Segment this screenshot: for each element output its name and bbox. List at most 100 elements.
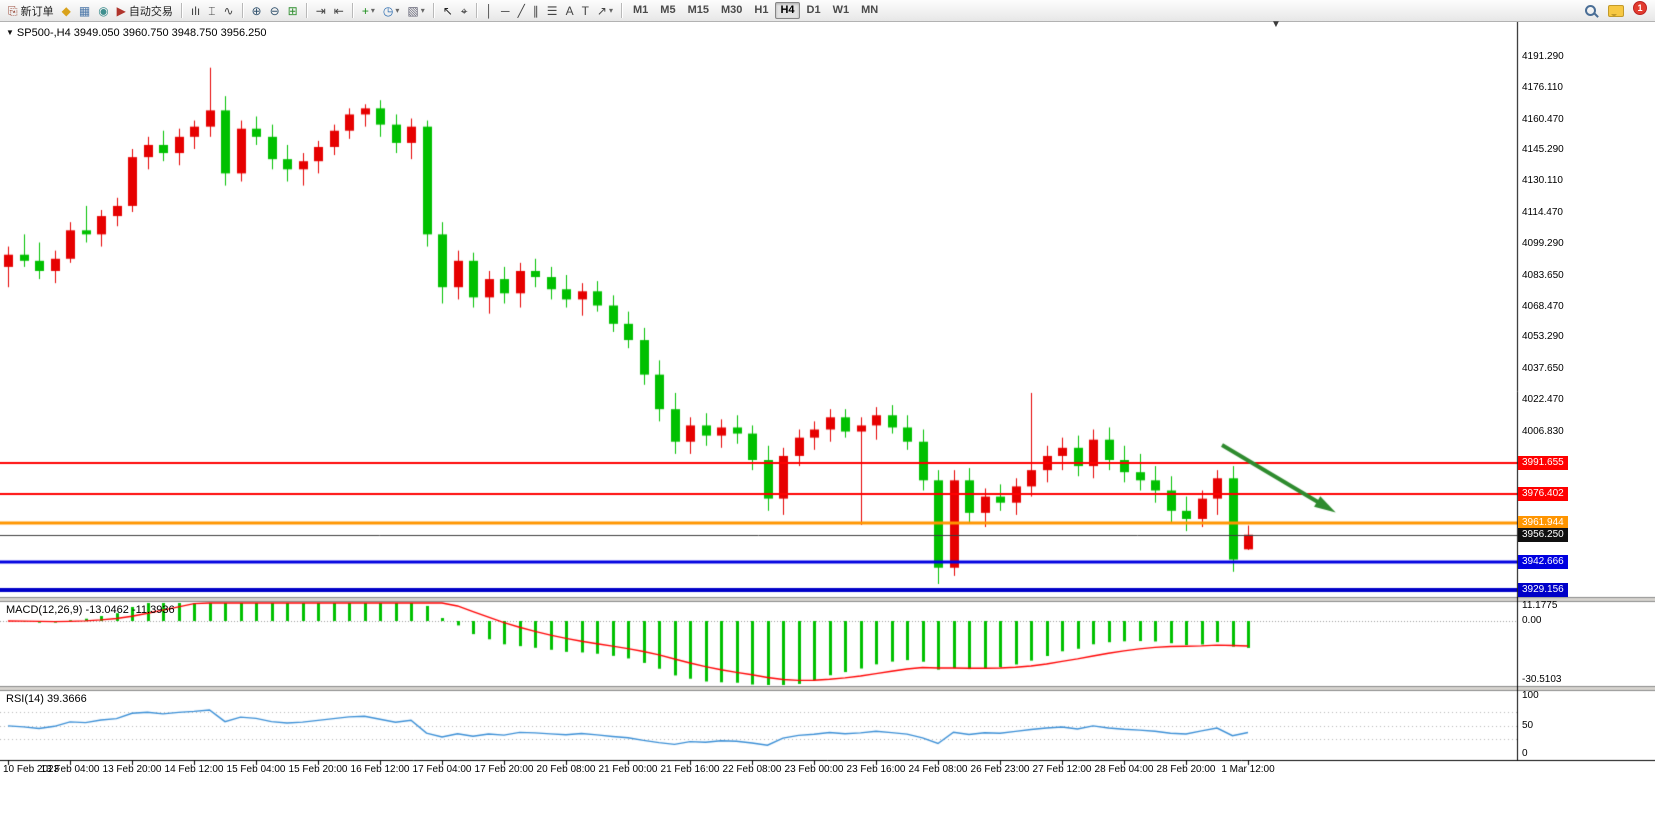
auto-scroll-icon: ⇥ — [315, 3, 326, 18]
toolbar-separator — [305, 3, 308, 18]
time-axis-label: 13 Feb 04:00 — [40, 764, 100, 775]
zoom-in-button[interactable]: ⊕ — [249, 2, 265, 20]
price-axis-label: 4083.650 — [1522, 269, 1564, 281]
time-axis-label: 28 Feb 04:00 — [1094, 764, 1154, 775]
crosshair-button[interactable]: ⌖ — [458, 2, 471, 20]
toolbar-separator — [351, 3, 354, 18]
tile-windows-button[interactable]: ⊞ — [285, 2, 301, 20]
indicators-button[interactable]: + ▾ — [359, 2, 378, 20]
rsi-axis-label: 50 — [1522, 719, 1534, 731]
zoom-out-button[interactable]: ⊖ — [267, 2, 283, 20]
autotrading-button-label: 自动交易 — [128, 5, 173, 18]
rsi-axis-label: 0 — [1522, 748, 1528, 759]
line-chart-button[interactable]: ∿ — [220, 2, 236, 20]
price-axis-label: 4006.830 — [1522, 425, 1564, 437]
search-icon[interactable] — [1584, 4, 1599, 19]
time-axis-label: 23 Feb 16:00 — [846, 764, 906, 775]
timeframe-m30-button[interactable]: M30 — [720, 4, 743, 16]
dropdown-caret-icon: ▾ — [420, 6, 425, 15]
text-button[interactable]: A — [563, 2, 577, 20]
time-axis-label: 16 Feb 12:00 — [350, 764, 410, 775]
time-axis-label: 21 Feb 16:00 — [660, 764, 720, 775]
timeframe-m15-button[interactable]: M15 — [687, 4, 709, 16]
fibonacci-icon: ☰ — [546, 3, 558, 18]
time-axis-label: 13 Feb 20:00 — [102, 764, 162, 775]
channel-button[interactable]: ∥ — [530, 2, 542, 20]
price-axis-label: 4145.290 — [1522, 144, 1564, 156]
new-order-button-label: 新订单 — [20, 5, 54, 18]
price-line-tag: 3976.402 — [1518, 486, 1568, 501]
toolbar-separator — [475, 3, 478, 18]
community-button[interactable]: ◉ — [95, 2, 111, 20]
bar-chart-icon: ılı — [190, 3, 201, 18]
toolbar-right: 1 — [1584, 0, 1647, 22]
horizontal-line-icon: ─ — [501, 3, 510, 18]
market-watch-button[interactable]: ▦ — [76, 2, 93, 20]
text-label-button[interactable]: T — [579, 2, 592, 20]
crosshair-icon: ⌖ — [460, 3, 468, 18]
zoom-out-icon: ⊖ — [269, 3, 280, 18]
time-axis-label: 21 Feb 00:00 — [598, 764, 658, 775]
periods-button[interactable]: ◷ ▾ — [380, 2, 403, 20]
chat-icon[interactable] — [1608, 5, 1624, 17]
timeframe-h1-button[interactable]: H1 — [754, 4, 769, 16]
dropdown-caret-icon: ▾ — [608, 6, 613, 15]
price-line-tag: 3961.944 — [1518, 516, 1568, 531]
macd-axis-label: 0.00 — [1522, 615, 1542, 626]
new-order-button[interactable]: ⎘ 新订单 — [5, 2, 57, 20]
timeframe-d1-button[interactable]: D1 — [806, 4, 821, 16]
toolbar-separator — [180, 3, 183, 18]
trendline-button[interactable]: ╱ — [515, 2, 528, 20]
metaeditor-button[interactable]: ◆ — [59, 2, 74, 20]
timeframe-h4-button[interactable]: H4 — [775, 2, 800, 19]
price-axis-label: 4022.470 — [1522, 394, 1564, 406]
macd-header: MACD(12,26,9) -13.0462 -11.3936 — [6, 604, 175, 616]
timeframe-mn-button[interactable]: MN — [861, 4, 879, 16]
toolbar: ⎘ 新订单 ◆ ▦ ◉ ▶ 自动交易 ılı ⌶ ∿ ⊕ ⊖ ⊞ ⇥ ⇤ + ▾ ◷ ▾ ▧ ▾ ↖ ⌖ │ ─ ╱ ∥ ☰ A T ↗ ▾ M… — [0, 0, 1655, 22]
chart-canvas[interactable] — [0, 22, 1655, 826]
time-axis-label: 24 Feb 08:00 — [908, 764, 968, 775]
periods-icon: ◷ — [382, 3, 394, 18]
timeframe-m1-button[interactable]: M1 — [633, 4, 649, 16]
text-icon: A — [565, 3, 574, 18]
templates-icon: ▧ — [407, 3, 419, 18]
vertical-line-button[interactable]: │ — [483, 2, 497, 20]
tile-windows-icon: ⊞ — [287, 3, 298, 18]
rsi-header: RSI(14) 39.3666 — [6, 693, 87, 705]
bar-chart-button[interactable]: ılı — [188, 2, 203, 20]
time-axis-label: 27 Feb 12:00 — [1032, 764, 1092, 775]
time-axis-label: 15 Feb 04:00 — [226, 764, 286, 775]
arrows-button[interactable]: ↗ ▾ — [594, 2, 616, 20]
price-axis-label: 4160.470 — [1522, 113, 1564, 125]
price-axis-label: 4176.110 — [1522, 81, 1563, 93]
candlestick-chart-button[interactable]: ⌶ — [205, 2, 218, 20]
zoom-in-icon: ⊕ — [251, 3, 262, 18]
time-axis-label: 23 Feb 00:00 — [784, 764, 844, 775]
toolbar-separator — [241, 3, 244, 18]
price-axis-label: 4053.290 — [1522, 331, 1564, 343]
rsi-axis-label: 100 — [1522, 690, 1539, 701]
cursor-button[interactable]: ↖ — [440, 2, 456, 20]
chart-shift-marker-icon[interactable]: ▼ — [1271, 19, 1281, 30]
horizontal-line-button[interactable]: ─ — [498, 2, 513, 20]
indicators-icon: + — [361, 3, 369, 18]
timeframe-m5-button[interactable]: M5 — [660, 4, 676, 16]
new-order-icon: ⎘ — [8, 3, 18, 18]
chart-shift-icon: ⇤ — [333, 3, 344, 18]
auto-scroll-button[interactable]: ⇥ — [313, 2, 329, 20]
price-line-tag: 3929.156 — [1518, 582, 1568, 597]
time-axis-label: 26 Feb 23:00 — [970, 764, 1030, 775]
autotrading-button[interactable]: ▶ 自动交易 — [114, 2, 176, 20]
vertical-line-icon: │ — [485, 3, 494, 18]
channel-icon: ∥ — [532, 3, 539, 18]
notification-badge[interactable]: 1 — [1633, 0, 1647, 15]
toolbar-separator — [621, 3, 623, 18]
timeframe-w1-button[interactable]: W1 — [832, 4, 850, 16]
chart-shift-button[interactable]: ⇤ — [331, 2, 347, 20]
collapse-arrow-icon[interactable]: ▼ — [6, 28, 14, 37]
templates-button[interactable]: ▧ ▾ — [404, 2, 427, 20]
community-icon: ◉ — [98, 3, 109, 18]
price-axis-label: 4130.110 — [1522, 175, 1563, 187]
fibonacci-button[interactable]: ☰ — [544, 2, 561, 20]
